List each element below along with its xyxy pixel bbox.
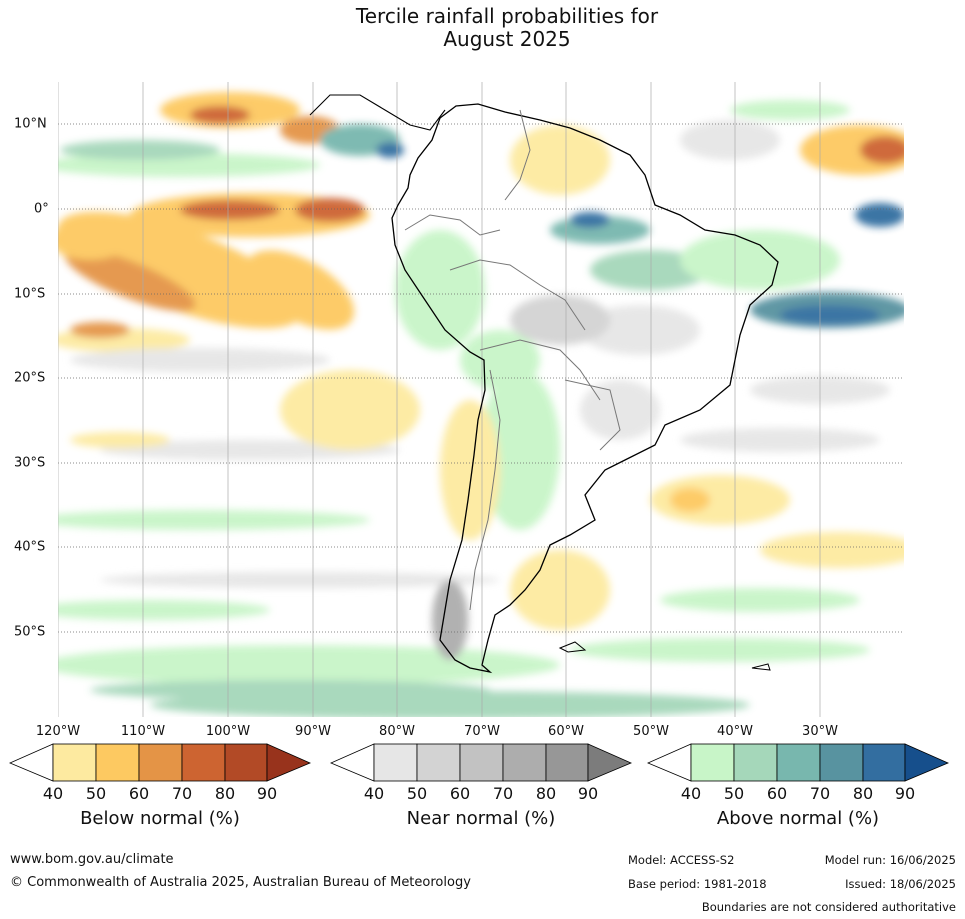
lat-gridlines — [58, 123, 904, 633]
lon-label: 90°W — [295, 724, 331, 739]
country-borders — [404, 109, 621, 611]
near-tick: 40 — [363, 784, 385, 803]
colorbar-above — [646, 743, 950, 782]
colorbar-near — [329, 743, 633, 782]
lat-label: 10°S — [14, 286, 46, 302]
lon-label: 60°W — [548, 724, 584, 739]
near-tick: 60 — [449, 784, 471, 803]
near-tick: 50 — [406, 784, 428, 803]
probability-blobs — [58, 92, 904, 717]
colorbar-below — [8, 743, 312, 782]
below-tick: 70 — [171, 784, 193, 803]
above-tick: 50 — [723, 784, 745, 803]
above-tick: 70 — [809, 784, 831, 803]
south-america-coastline — [391, 103, 779, 674]
lon-label: 80°W — [379, 724, 415, 739]
lat-label: 50°S — [14, 624, 46, 640]
model-run-date: Model run: 16/06/2025 — [824, 853, 956, 867]
website-link[interactable]: www.bom.gov.au/climate — [10, 852, 174, 867]
near-tick: 90 — [577, 784, 599, 803]
lat-label: 40°S — [14, 539, 46, 555]
near-tick: 80 — [535, 784, 557, 803]
issued-date: Issued: 18/06/2025 — [845, 877, 956, 891]
colorbar-near-title: Near normal (%) — [406, 808, 556, 829]
lon-label: 50°W — [633, 724, 669, 739]
lon-label: 70°W — [464, 724, 500, 739]
map-title: Tercile rainfall probabilities for Augus… — [0, 5, 965, 51]
lat-label: 10°N — [14, 116, 47, 132]
colorbar-below-extend-high — [266, 743, 312, 782]
lon-gridlines — [58, 82, 821, 717]
below-tick: 80 — [214, 784, 236, 803]
lon-label: 110°W — [120, 724, 166, 739]
near-tick: 70 — [492, 784, 514, 803]
boundaries-disclaimer: Boundaries are not considered authoritat… — [701, 900, 956, 914]
below-tick: 50 — [85, 784, 107, 803]
model-name: Model: ACCESS-S2 — [628, 853, 735, 867]
above-tick: 90 — [894, 784, 916, 803]
colorbar-above-title: Above normal (%) — [716, 808, 880, 829]
below-tick: 90 — [256, 784, 278, 803]
lat-label: 30°S — [14, 455, 46, 471]
base-period: Base period: 1981-2018 — [628, 877, 767, 891]
colorbar-below-extend-low — [8, 743, 54, 782]
title-line-2: August 2025 — [443, 27, 571, 51]
probability-field — [58, 82, 904, 717]
lon-label: 120°W — [35, 724, 81, 739]
copyright-notice: © Commonwealth of Australia 2025, Austra… — [10, 875, 471, 890]
falklands-outline — [558, 641, 587, 653]
below-tick: 40 — [42, 784, 64, 803]
lat-label: 20°S — [14, 370, 46, 386]
lon-label: 30°W — [802, 724, 838, 739]
lon-label: 100°W — [205, 724, 251, 739]
above-tick: 60 — [766, 784, 788, 803]
below-tick: 60 — [128, 784, 150, 803]
above-tick: 80 — [852, 784, 874, 803]
lon-label: 40°W — [717, 724, 753, 739]
central-america-coastline — [309, 94, 446, 131]
above-tick: 40 — [680, 784, 702, 803]
south-georgia-outline — [751, 663, 771, 671]
lat-label: 0° — [34, 201, 49, 217]
title-line-1: Tercile rainfall probabilities for — [355, 4, 659, 28]
colorbar-below-title: Below normal (%) — [80, 808, 240, 829]
